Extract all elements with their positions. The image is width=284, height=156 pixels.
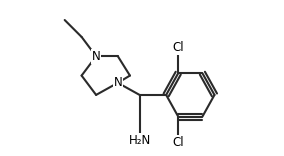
Text: Cl: Cl (172, 136, 184, 149)
Text: H₂N: H₂N (128, 134, 151, 147)
Text: Cl: Cl (172, 41, 184, 54)
Text: N: N (114, 76, 122, 89)
Text: N: N (92, 50, 101, 63)
